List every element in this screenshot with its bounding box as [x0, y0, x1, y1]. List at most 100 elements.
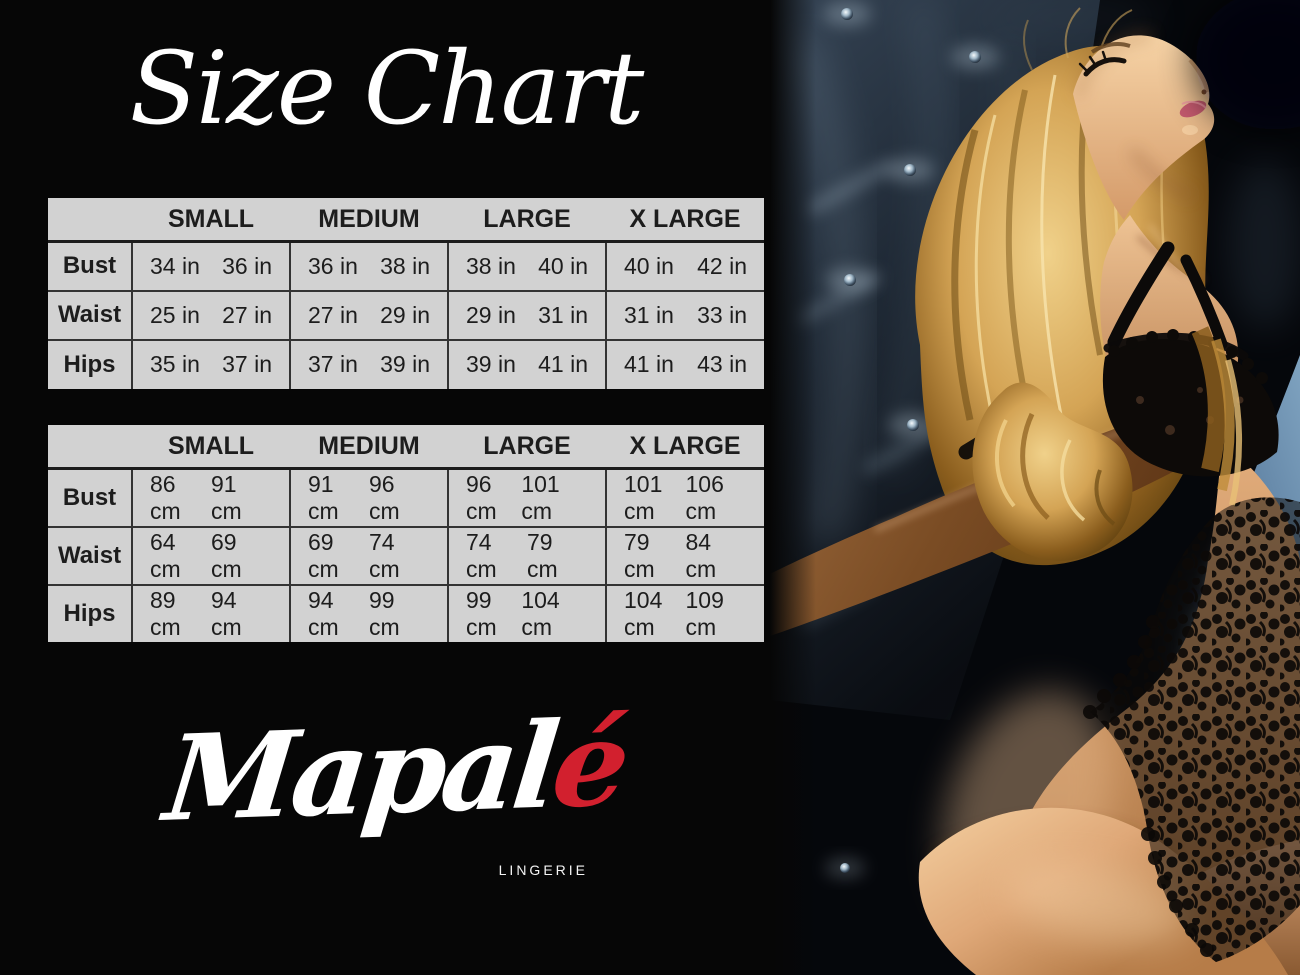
measurement-cell: 34 in 36 in [131, 241, 290, 291]
size-column-header: X LARGE [606, 198, 764, 243]
measurement-value: 99 cm [369, 587, 400, 640]
measurement-row-label: Waist [48, 289, 132, 340]
measurement-value: 33 in [697, 301, 747, 328]
measurement-cell: 89 cm 94 cm [131, 584, 290, 642]
measurement-value: 42 in [697, 252, 747, 279]
measurement-value: 84 cm [685, 529, 717, 582]
measurement-value: 38 in [466, 252, 516, 279]
measurement-value: 40 in [624, 252, 674, 279]
measurement-cell: 79 cm 84 cm [605, 526, 764, 585]
size-column-header: LARGE [448, 198, 606, 243]
size-column-header: MEDIUM [290, 198, 448, 243]
measurement-value: 106 cm [685, 471, 724, 524]
measurement-cell: 27 in 29 in [289, 289, 448, 340]
measurement-value: 31 in [538, 301, 588, 328]
measurement-row-label: Hips [48, 338, 132, 389]
measurement-value: 94 cm [211, 587, 242, 640]
table-row: Hips 89 cm 94 cm 94 cm 99 cm 99 cm 104 cm 104 c… [48, 584, 764, 642]
measurement-row-label: Bust [62, 484, 117, 511]
measurement-row-label: Hips [48, 584, 132, 642]
measurement-value: 38 in [380, 252, 430, 279]
lace-bodysuit [1083, 497, 1300, 962]
model-figure [770, 7, 1300, 975]
measurement-value: 40 in [538, 252, 588, 279]
measurement-cell: 31 in 33 in [605, 289, 764, 340]
measurement-cell: 40 in 42 in [605, 241, 764, 291]
measurement-value: 91 cm [308, 471, 339, 524]
measurement-cell: 69 cm 74 cm [289, 526, 448, 585]
measurement-value: 79 cm [624, 529, 655, 582]
table-row: Waist 25 in 27 in 27 in 29 in 29 in 31 in 31 in… [48, 289, 764, 340]
size-column-header: SMALL [132, 425, 290, 470]
measurement-value: 37 in [222, 351, 272, 377]
table-row: Waist 64 cm 69 cm 69 cm 74 cm 74 cm 79 cm 79 cm… [48, 526, 764, 585]
model-photo-illustration [770, 0, 1300, 975]
measurement-value: 96 cm [369, 471, 400, 524]
measurement-value: 43 in [697, 351, 747, 377]
measurement-value: 41 in [624, 351, 674, 377]
measurement-cell: 64 cm 69 cm [131, 526, 290, 585]
measurement-cell: 91 cm 96 cm [289, 468, 448, 527]
measurement-value: 39 in [380, 351, 430, 377]
measurement-cell: 29 in 31 in [447, 289, 606, 340]
size-column-header: SMALL [132, 198, 290, 243]
brand-subtitle: LINGERIE [498, 862, 588, 878]
measurement-cell: 41 in 43 in [605, 338, 764, 389]
measurement-cell: 104 cm 109 cm [605, 584, 764, 642]
measurement-value: 69 cm [308, 529, 339, 582]
measurement-cell: 74 cm 79 cm [447, 526, 606, 585]
measurement-value: 89 cm [150, 587, 181, 640]
measurement-cell: 39 in 41 in [447, 338, 606, 389]
table-row: Bust 34 in 36 in 36 in 38 in 38 in 40 in 40 in 4… [48, 241, 764, 291]
brand-wordmark: Mapalé [143, 693, 648, 848]
size-column-header: X LARGE [606, 425, 764, 470]
measurement-cell: 35 in 37 in [131, 338, 290, 389]
measurement-value: 94 cm [308, 587, 339, 640]
lips [1179, 100, 1207, 118]
measurement-cell: 37 in 39 in [289, 338, 448, 389]
measurement-value: 29 in [380, 301, 430, 328]
measurement-value: 74 cm [466, 529, 497, 582]
measurement-cell: 25 in 27 in [131, 289, 290, 340]
measurement-cell: 96 cm 101 cm [447, 468, 606, 527]
measurement-value: 109 cm [685, 587, 724, 640]
measurement-value: 31 in [624, 301, 674, 328]
measurement-value: 29 in [466, 301, 516, 328]
size-table-centimeters: SMALL MEDIUM LARGE X LARGE Bust 86 cm 91 cm 91 … [48, 425, 764, 642]
measurement-value: 25 in [150, 301, 200, 328]
header-corner-cell [48, 198, 132, 243]
measurement-value: 86 cm [150, 471, 181, 524]
size-column-header: MEDIUM [290, 425, 448, 470]
measurement-value: 104 cm [521, 587, 560, 640]
measurement-value: 79 cm [527, 529, 558, 582]
brand-logo: Mapalé LINGERIE [150, 693, 640, 897]
measurement-value: 101 cm [521, 471, 560, 524]
measurement-value: 41 in [538, 351, 588, 377]
measurement-value: 36 in [222, 252, 272, 279]
measurement-cell: 94 cm 99 cm [289, 584, 448, 642]
measurement-value: 101 cm [624, 471, 663, 524]
measurement-value: 99 cm [466, 587, 497, 640]
measurement-value: 37 in [308, 351, 358, 377]
measurement-row-label: Bust [62, 252, 117, 280]
size-table-inches: SMALL MEDIUM LARGE X LARGE Bust 34 in 36 in 36 … [48, 198, 764, 389]
measurement-value: 34 in [150, 252, 200, 279]
measurement-value: 39 in [466, 351, 516, 377]
brand-wordmark-accent: é [546, 693, 632, 835]
measurement-cell: 99 cm 104 cm [447, 584, 606, 642]
measurement-value: 35 in [150, 351, 200, 377]
measurement-cell: 101 cm 106 cm [605, 468, 764, 527]
page-title: Size Chart [129, 30, 645, 147]
measurement-value: 74 cm [369, 529, 400, 582]
measurement-value: 91 cm [211, 471, 242, 524]
size-column-header: LARGE [448, 425, 606, 470]
model-photo [770, 0, 1300, 975]
measurement-cell: 86 cm 91 cm [131, 468, 290, 527]
measurement-value: 96 cm [466, 471, 497, 524]
measurement-value: 104 cm [624, 587, 663, 640]
measurement-value: 64 cm [150, 529, 181, 582]
measurement-value: 27 in [222, 301, 272, 328]
hair-front [972, 382, 1133, 561]
table-row: Bust 86 cm 91 cm 91 cm 96 cm 96 cm 101 cm 101 c… [48, 468, 764, 527]
